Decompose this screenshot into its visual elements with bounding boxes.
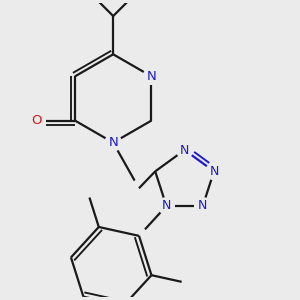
Text: N: N: [180, 143, 189, 157]
Text: N: N: [198, 200, 208, 212]
Text: N: N: [209, 165, 219, 178]
Text: N: N: [108, 136, 118, 149]
Text: N: N: [162, 200, 171, 212]
Text: N: N: [147, 70, 156, 83]
Text: O: O: [32, 114, 42, 127]
